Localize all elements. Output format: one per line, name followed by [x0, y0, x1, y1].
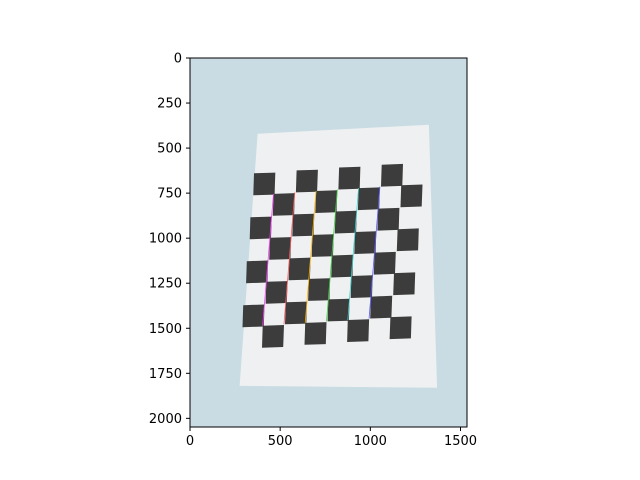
x-tick-label: 1500: [444, 434, 477, 449]
corner-detection-line: [304, 190, 317, 323]
checker-square: [292, 213, 315, 237]
y-axis: 0 250 500 750 1000 1250 1500 1750 2000: [149, 52, 190, 427]
checker-square: [377, 207, 400, 231]
checker-square: [249, 216, 272, 240]
checker-square: [295, 169, 318, 193]
checker-square: [350, 275, 373, 298]
checker-square: [357, 187, 380, 211]
x-axis: 0 500 1000 1500: [186, 427, 477, 449]
checker-square: [373, 251, 396, 275]
x-tick-label: 500: [268, 434, 293, 449]
corner-detection-line: [262, 193, 274, 326]
checker-square: [262, 325, 284, 348]
checker-square: [304, 322, 327, 345]
checker-square: [315, 190, 338, 213]
checker-square: [308, 278, 331, 301]
checker-square: [396, 228, 419, 252]
checker-square: [253, 172, 276, 196]
y-tick-label: 1500: [149, 322, 182, 337]
checker-square: [285, 301, 307, 325]
checker-square: [269, 237, 292, 260]
y-tick-label: 1250: [149, 277, 182, 292]
y-tick-label: 1000: [149, 232, 182, 247]
axes-frame: [189, 57, 468, 428]
checker-square: [334, 210, 357, 234]
x-tick-label: 0: [186, 434, 194, 449]
checker-square: [393, 272, 416, 296]
checker-square: [246, 260, 269, 284]
checker-square: [331, 254, 354, 278]
corner-detection-line: [326, 189, 338, 322]
y-tick-label: 750: [157, 187, 182, 202]
y-tick-label: 0: [174, 52, 182, 67]
checker-square: [389, 316, 412, 340]
checker-square: [265, 281, 288, 304]
corner-detection-line: [283, 192, 296, 325]
y-tick-label: 2000: [149, 412, 182, 427]
checker-square: [354, 231, 377, 254]
x-tick-label: 1000: [354, 434, 387, 449]
corner-detection-line: [347, 188, 360, 321]
checker-square: [338, 166, 361, 190]
checker-square: [327, 298, 350, 322]
y-tick-label: 1750: [149, 367, 182, 382]
checker-square: [381, 163, 403, 187]
checker-square: [242, 304, 265, 328]
checker-square: [311, 234, 334, 257]
y-tick-label: 250: [157, 97, 182, 112]
checker-square: [288, 257, 311, 281]
checker-square: [400, 184, 423, 208]
checker-square: [347, 319, 370, 342]
photo-image: [190, 58, 467, 427]
checker-square: [370, 295, 393, 319]
y-tick-label: 500: [157, 142, 182, 157]
corner-detection-line: [368, 186, 381, 319]
checker-square: [272, 193, 295, 216]
